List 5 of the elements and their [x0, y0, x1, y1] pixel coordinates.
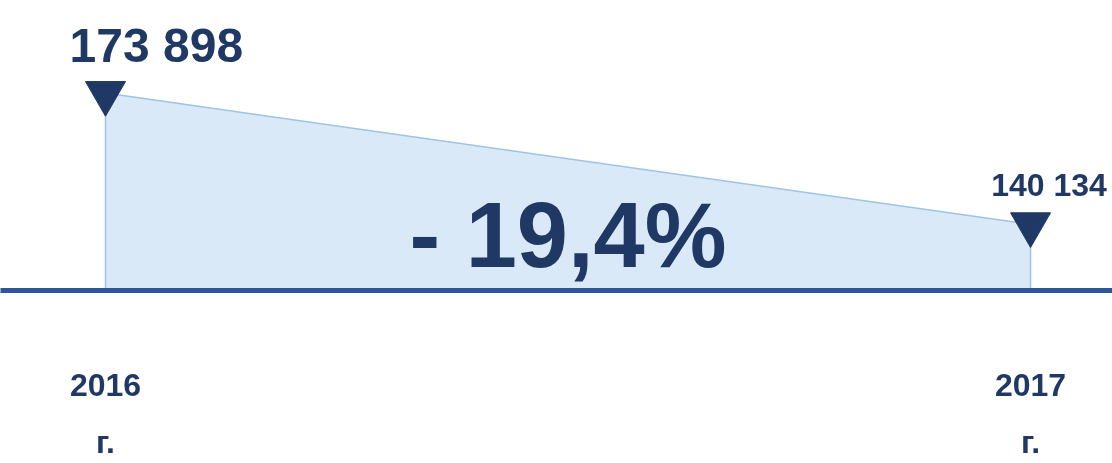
- x-tick-label: 2017 г.: [994, 366, 1067, 461]
- x-tick-label: 2016 г.: [69, 366, 142, 461]
- annotation: - 19,4%: [409, 183, 727, 286]
- data-label: 173 898: [69, 18, 244, 72]
- data-label: 140 134: [991, 166, 1108, 203]
